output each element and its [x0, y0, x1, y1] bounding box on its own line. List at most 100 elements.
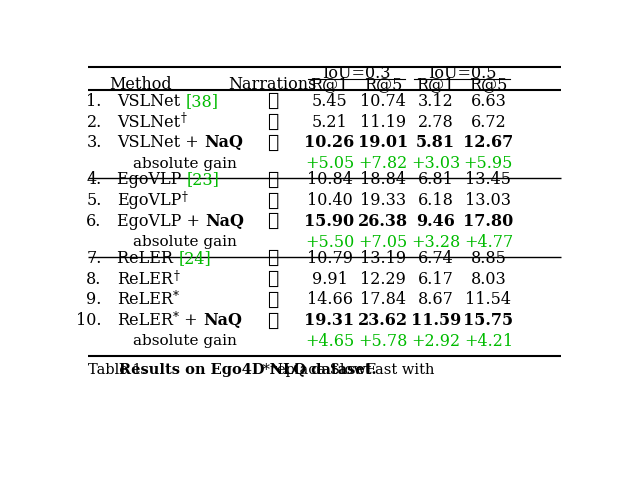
Text: ✗: ✗: [267, 270, 278, 288]
Text: 5.81: 5.81: [416, 134, 455, 151]
Text: +2.92: +2.92: [411, 333, 460, 350]
Text: 9.46: 9.46: [416, 213, 455, 230]
Text: +5.95: +5.95: [464, 155, 513, 172]
Text: 8.03: 8.03: [470, 270, 506, 288]
Text: 26.38: 26.38: [358, 213, 408, 230]
Text: [23]: [23]: [187, 171, 220, 188]
Text: NaQ: NaQ: [205, 213, 244, 230]
Text: 6.17: 6.17: [418, 270, 454, 288]
Text: 10.79: 10.79: [307, 250, 353, 267]
Text: 5.45: 5.45: [312, 93, 348, 110]
Text: R@1: R@1: [310, 76, 349, 93]
Text: ✗: ✗: [267, 92, 278, 110]
Text: 6.81: 6.81: [418, 171, 454, 188]
Text: VSLNet +: VSLNet +: [117, 134, 204, 151]
Text: 10.40: 10.40: [307, 192, 353, 209]
Text: 6.72: 6.72: [470, 113, 506, 131]
Text: IoU=0.3: IoU=0.3: [322, 65, 390, 82]
Text: *: *: [173, 311, 179, 324]
Text: ✗: ✗: [267, 249, 278, 267]
Text: 5.21: 5.21: [312, 113, 348, 131]
Text: Table 1.: Table 1.: [88, 363, 150, 377]
Text: 1.: 1.: [86, 93, 102, 110]
Text: EgoVLP: EgoVLP: [117, 192, 182, 209]
Text: R@5: R@5: [364, 76, 402, 93]
Text: 14.66: 14.66: [307, 291, 353, 308]
Text: Narrations: Narrations: [228, 76, 316, 93]
Text: 10.26: 10.26: [305, 134, 355, 151]
Text: +5.50: +5.50: [305, 234, 354, 250]
Text: 9.: 9.: [86, 291, 102, 308]
Text: ✓: ✓: [267, 212, 278, 230]
Text: 11.19: 11.19: [360, 113, 406, 131]
Text: 2.: 2.: [86, 113, 102, 131]
Text: 6.: 6.: [86, 213, 102, 230]
Text: VSLNet: VSLNet: [117, 113, 180, 131]
Text: [24]: [24]: [179, 250, 211, 267]
Text: +: +: [179, 312, 203, 329]
Text: +4.21: +4.21: [464, 333, 513, 350]
Text: +7.05: +7.05: [358, 234, 408, 250]
Text: ReLER: ReLER: [117, 312, 173, 329]
Text: 12.67: 12.67: [463, 134, 513, 151]
Text: +3.03: +3.03: [411, 155, 460, 172]
Text: 6.63: 6.63: [470, 93, 506, 110]
Text: 17.84: 17.84: [360, 291, 406, 308]
Text: †: †: [180, 112, 186, 125]
Text: ✓: ✓: [267, 171, 278, 189]
Text: 8.67: 8.67: [418, 291, 454, 308]
Text: 10.: 10.: [76, 312, 102, 329]
Text: 19.01: 19.01: [358, 134, 408, 151]
Text: Method: Method: [109, 76, 172, 93]
Text: absolute gain: absolute gain: [132, 334, 237, 348]
Text: absolute gain: absolute gain: [132, 235, 237, 249]
Text: EgoVLP: EgoVLP: [117, 171, 187, 188]
Text: R@1: R@1: [417, 76, 455, 93]
Text: +5.05: +5.05: [305, 155, 354, 172]
Text: +4.65: +4.65: [305, 333, 354, 350]
Text: EgoVLP +: EgoVLP +: [117, 213, 205, 230]
Text: 12.29: 12.29: [360, 270, 406, 288]
Text: 13.45: 13.45: [465, 171, 511, 188]
Text: 3.12: 3.12: [418, 93, 454, 110]
Text: 15.75: 15.75: [463, 312, 513, 329]
Text: Results on Ego4D NLQ dataset.: Results on Ego4D NLQ dataset.: [119, 363, 376, 377]
Text: 6.74: 6.74: [418, 250, 454, 267]
Text: ✓: ✓: [267, 312, 278, 330]
Text: 19.31: 19.31: [305, 312, 355, 329]
Text: 7.: 7.: [86, 250, 102, 267]
Text: NaQ: NaQ: [203, 312, 242, 329]
Text: 15.90: 15.90: [305, 213, 355, 230]
Text: ReLER: ReLER: [117, 270, 173, 288]
Text: +3.28: +3.28: [411, 234, 460, 250]
Text: ✓: ✓: [267, 291, 278, 309]
Text: *replace SlowFast with: *replace SlowFast with: [259, 363, 435, 377]
Text: 8.: 8.: [86, 270, 102, 288]
Text: IoU=0.5: IoU=0.5: [428, 65, 497, 82]
Text: +4.77: +4.77: [464, 234, 513, 250]
Text: ✓: ✓: [267, 191, 278, 210]
Text: ✓: ✓: [267, 134, 278, 152]
Text: absolute gain: absolute gain: [132, 157, 237, 170]
Text: 13.19: 13.19: [360, 250, 406, 267]
Text: ReLER: ReLER: [117, 250, 179, 267]
Text: 23.62: 23.62: [358, 312, 408, 329]
Text: [38]: [38]: [186, 93, 218, 110]
Text: 5.: 5.: [86, 192, 102, 209]
Text: NaQ: NaQ: [204, 134, 243, 151]
Text: ReLER: ReLER: [117, 291, 173, 308]
Text: R@5: R@5: [469, 76, 508, 93]
Text: 13.03: 13.03: [465, 192, 511, 209]
Text: *: *: [173, 290, 179, 303]
Text: †: †: [173, 269, 179, 282]
Text: 11.54: 11.54: [465, 291, 511, 308]
Text: 6.18: 6.18: [418, 192, 454, 209]
Text: 10.84: 10.84: [307, 171, 353, 188]
Text: 4.: 4.: [86, 171, 102, 188]
Text: +5.78: +5.78: [358, 333, 408, 350]
Text: †: †: [182, 191, 188, 204]
Text: 19.33: 19.33: [360, 192, 406, 209]
Text: 3.: 3.: [86, 134, 102, 151]
Text: 18.84: 18.84: [360, 171, 406, 188]
Text: 11.59: 11.59: [411, 312, 461, 329]
